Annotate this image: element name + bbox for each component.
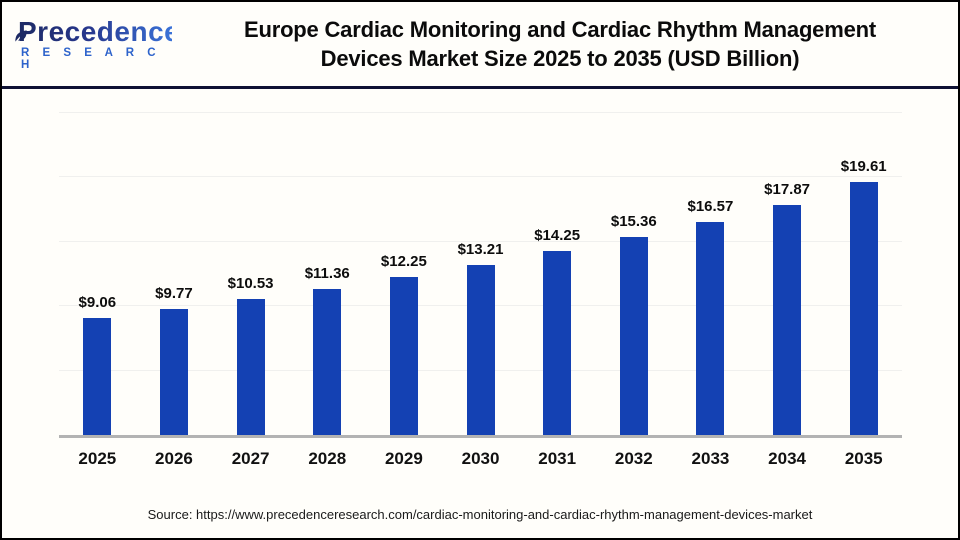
bar-column-2025: $9.06 (59, 113, 136, 435)
bar-value-label-2025: $9.06 (78, 294, 117, 312)
source-text: Source: https://www.precedenceresearch.c… (147, 507, 813, 522)
chart-title-line1: Europe Cardiac Monitoring and Cardiac Rh… (244, 16, 876, 42)
bar-2035 (849, 182, 878, 435)
bar-column-2026: $9.77 (136, 113, 213, 435)
logo-wordmark: Precedence (18, 15, 181, 47)
bar-column-2031: $14.25 (519, 113, 596, 435)
x-tick-2032: 2032 (614, 449, 653, 468)
logo-research-text: R E S E A R C H (21, 47, 161, 72)
x-tick-2028: 2028 (308, 449, 347, 468)
bar-value-label-2033: $16.57 (687, 197, 734, 215)
bar-column-2028: $11.36 (289, 113, 366, 435)
chart-title: Europe Cardiac Monitoring and Cardiac Rh… (172, 15, 958, 73)
bar-2034 (773, 204, 802, 435)
bar-2031 (543, 251, 572, 435)
x-axis-labels: 2025 2026 2027 2028 2029 2030 2031 2032 2033 2034… (59, 449, 902, 469)
bar-column-2029: $12.25 (366, 113, 443, 435)
bar-column-2032: $15.36 (595, 113, 672, 435)
bar-value-label-2032: $15.36 (610, 213, 657, 231)
precedence-logo: Precedence R E S E A R C H (2, 15, 181, 72)
footer: Source: https://www.precedenceresearch.c… (2, 507, 958, 522)
bar-value-label-2027: $10.53 (227, 275, 274, 293)
gridline-15 (59, 240, 902, 242)
gridline-25 (59, 112, 902, 113)
x-tick-2025: 2025 (78, 449, 117, 468)
bar-2027 (236, 299, 265, 435)
bar-2028 (313, 288, 342, 435)
x-tick-2026: 2026 (155, 449, 193, 468)
x-tick-2027: 2027 (231, 449, 270, 468)
header-divider (2, 86, 958, 89)
bar-chart-plot: $9.06 $9.77 $10.53 $11.36 $12.25 $13.21 $14.25… (59, 112, 902, 438)
bar-2033 (696, 221, 725, 435)
chart-area: $9.06 $9.77 $10.53 $11.36 $12.25 $13.21 $14.25… (2, 89, 958, 469)
x-tick-2030: 2030 (461, 449, 500, 468)
x-tick-2035: 2035 (844, 449, 883, 468)
bar-2025 (83, 318, 112, 435)
chart-title-line2: Devices Market Size 2025 to 2035 (USD Bi… (320, 46, 800, 71)
bar-value-label-2028: $11.36 (304, 264, 350, 282)
bar-column-2035: $19.61 (825, 113, 902, 435)
bar-value-label-2035: $19.61 (840, 158, 887, 176)
gridline-20 (59, 176, 902, 178)
bar-2026 (159, 309, 188, 435)
bar-2030 (466, 264, 495, 435)
bar-column-2027: $10.53 (212, 113, 289, 435)
leaf-icon (15, 30, 27, 42)
bar-column-2034: $17.87 (749, 113, 826, 435)
header: Precedence R E S E A R C H Europe Cardia… (2, 2, 958, 86)
bar-column-2033: $16.57 (672, 113, 749, 435)
bar-value-label-2034: $17.87 (764, 180, 811, 198)
x-tick-2033: 2033 (691, 449, 730, 468)
x-tick-2031: 2031 (538, 449, 577, 468)
bar-value-label-2026: $9.77 (155, 285, 193, 303)
bar-column-2030: $13.21 (442, 113, 519, 435)
bar-2032 (619, 237, 648, 435)
bar-series: $9.06 $9.77 $10.53 $11.36 $12.25 $13.21 $14.25… (59, 113, 902, 435)
bar-value-label-2030: $13.21 (457, 240, 504, 258)
x-tick-2034: 2034 (768, 449, 806, 468)
bar-value-label-2029: $12.25 (380, 253, 427, 271)
bar-value-label-2031: $14.25 (534, 227, 581, 245)
x-tick-2029: 2029 (384, 449, 423, 468)
bar-2029 (389, 277, 418, 435)
